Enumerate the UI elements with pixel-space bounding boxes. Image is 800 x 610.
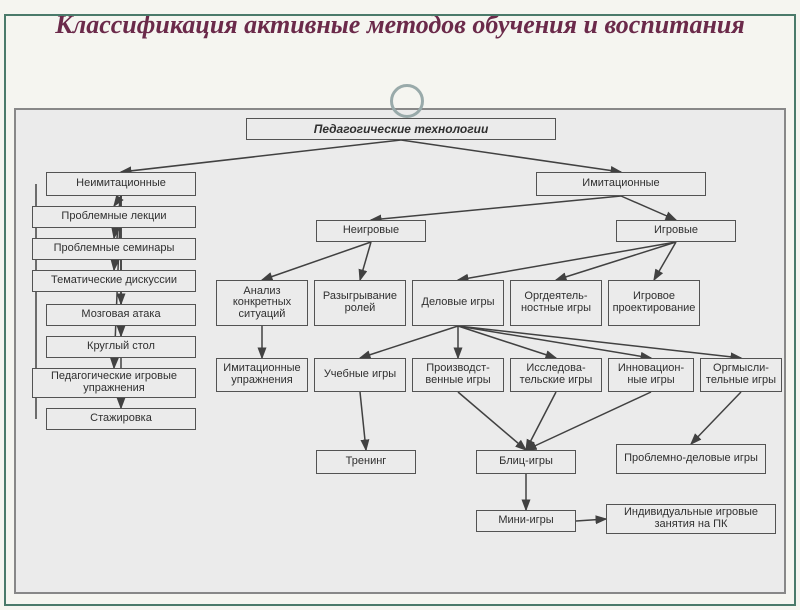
node-neimit: Неимитационные [46, 172, 196, 196]
edge-imit-neigr [371, 196, 621, 220]
edge-neigr-razyg [360, 242, 371, 280]
node-innov: Инновацион- ные игры [608, 358, 694, 392]
edge-proizv-blic [458, 392, 526, 450]
edge-root-imit [401, 140, 621, 172]
node-issled: Исследова- тельские игры [510, 358, 602, 392]
node-igrpr: Игровое проектирование [608, 280, 700, 326]
node-proizv: Производст- венные игры [412, 358, 504, 392]
edge-orgm-probd [691, 392, 741, 444]
node-blic: Блиц-игры [476, 450, 576, 474]
node-krug: Круглый стол [46, 336, 196, 358]
node-neigr: Неигровые [316, 220, 426, 242]
node-mozg: Мозговая атака [46, 304, 196, 326]
node-temat: Тематические дискуссии [32, 270, 196, 292]
decorative-circle [390, 84, 424, 118]
node-delov: Деловые игры [412, 280, 504, 326]
edge-ucheb-tren [360, 392, 366, 450]
edge-neigr-analiz [262, 242, 371, 280]
edge-issled-blic [526, 392, 556, 450]
node-mini: Мини-игры [476, 510, 576, 532]
node-tren: Тренинг [316, 450, 416, 474]
edge-igr-delov [458, 242, 676, 280]
diagram-canvas: Педагогические технологии Неимитационные И… [14, 108, 786, 594]
node-imit: Имитационные [536, 172, 706, 196]
node-ucheb: Учебные игры [314, 358, 406, 392]
edge-delov-orgm [458, 326, 741, 358]
edge-delov-innov [458, 326, 651, 358]
node-orgm: Оргмысли- тельные игры [700, 358, 782, 392]
node-probd: Проблемно-деловые игры [616, 444, 766, 474]
edge-imit-igr [621, 196, 676, 220]
node-orgd: Оргдеятель- ностные игры [510, 280, 602, 326]
edge-innov-blic [526, 392, 651, 450]
node-probl: Проблемные лекции [32, 206, 196, 228]
node-pedig: Педагогические игровые упражнения [32, 368, 196, 398]
edge-root-neimit [121, 140, 401, 172]
node-probs: Проблемные семинары [32, 238, 196, 260]
node-stazh: Стажировка [46, 408, 196, 430]
edge-delov-ucheb [360, 326, 458, 358]
node-indiv: Индивидуальные игровые занятия на ПК [606, 504, 776, 534]
node-imitu: Имитационные упражнения [216, 358, 308, 392]
node-igr: Игровые [616, 220, 736, 242]
edge-mini-indiv [576, 519, 606, 521]
node-razyg: Разыгрывание ролей [314, 280, 406, 326]
node-root: Педагогические технологии [246, 118, 556, 140]
node-analiz: Анализ конкретных ситуаций [216, 280, 308, 326]
